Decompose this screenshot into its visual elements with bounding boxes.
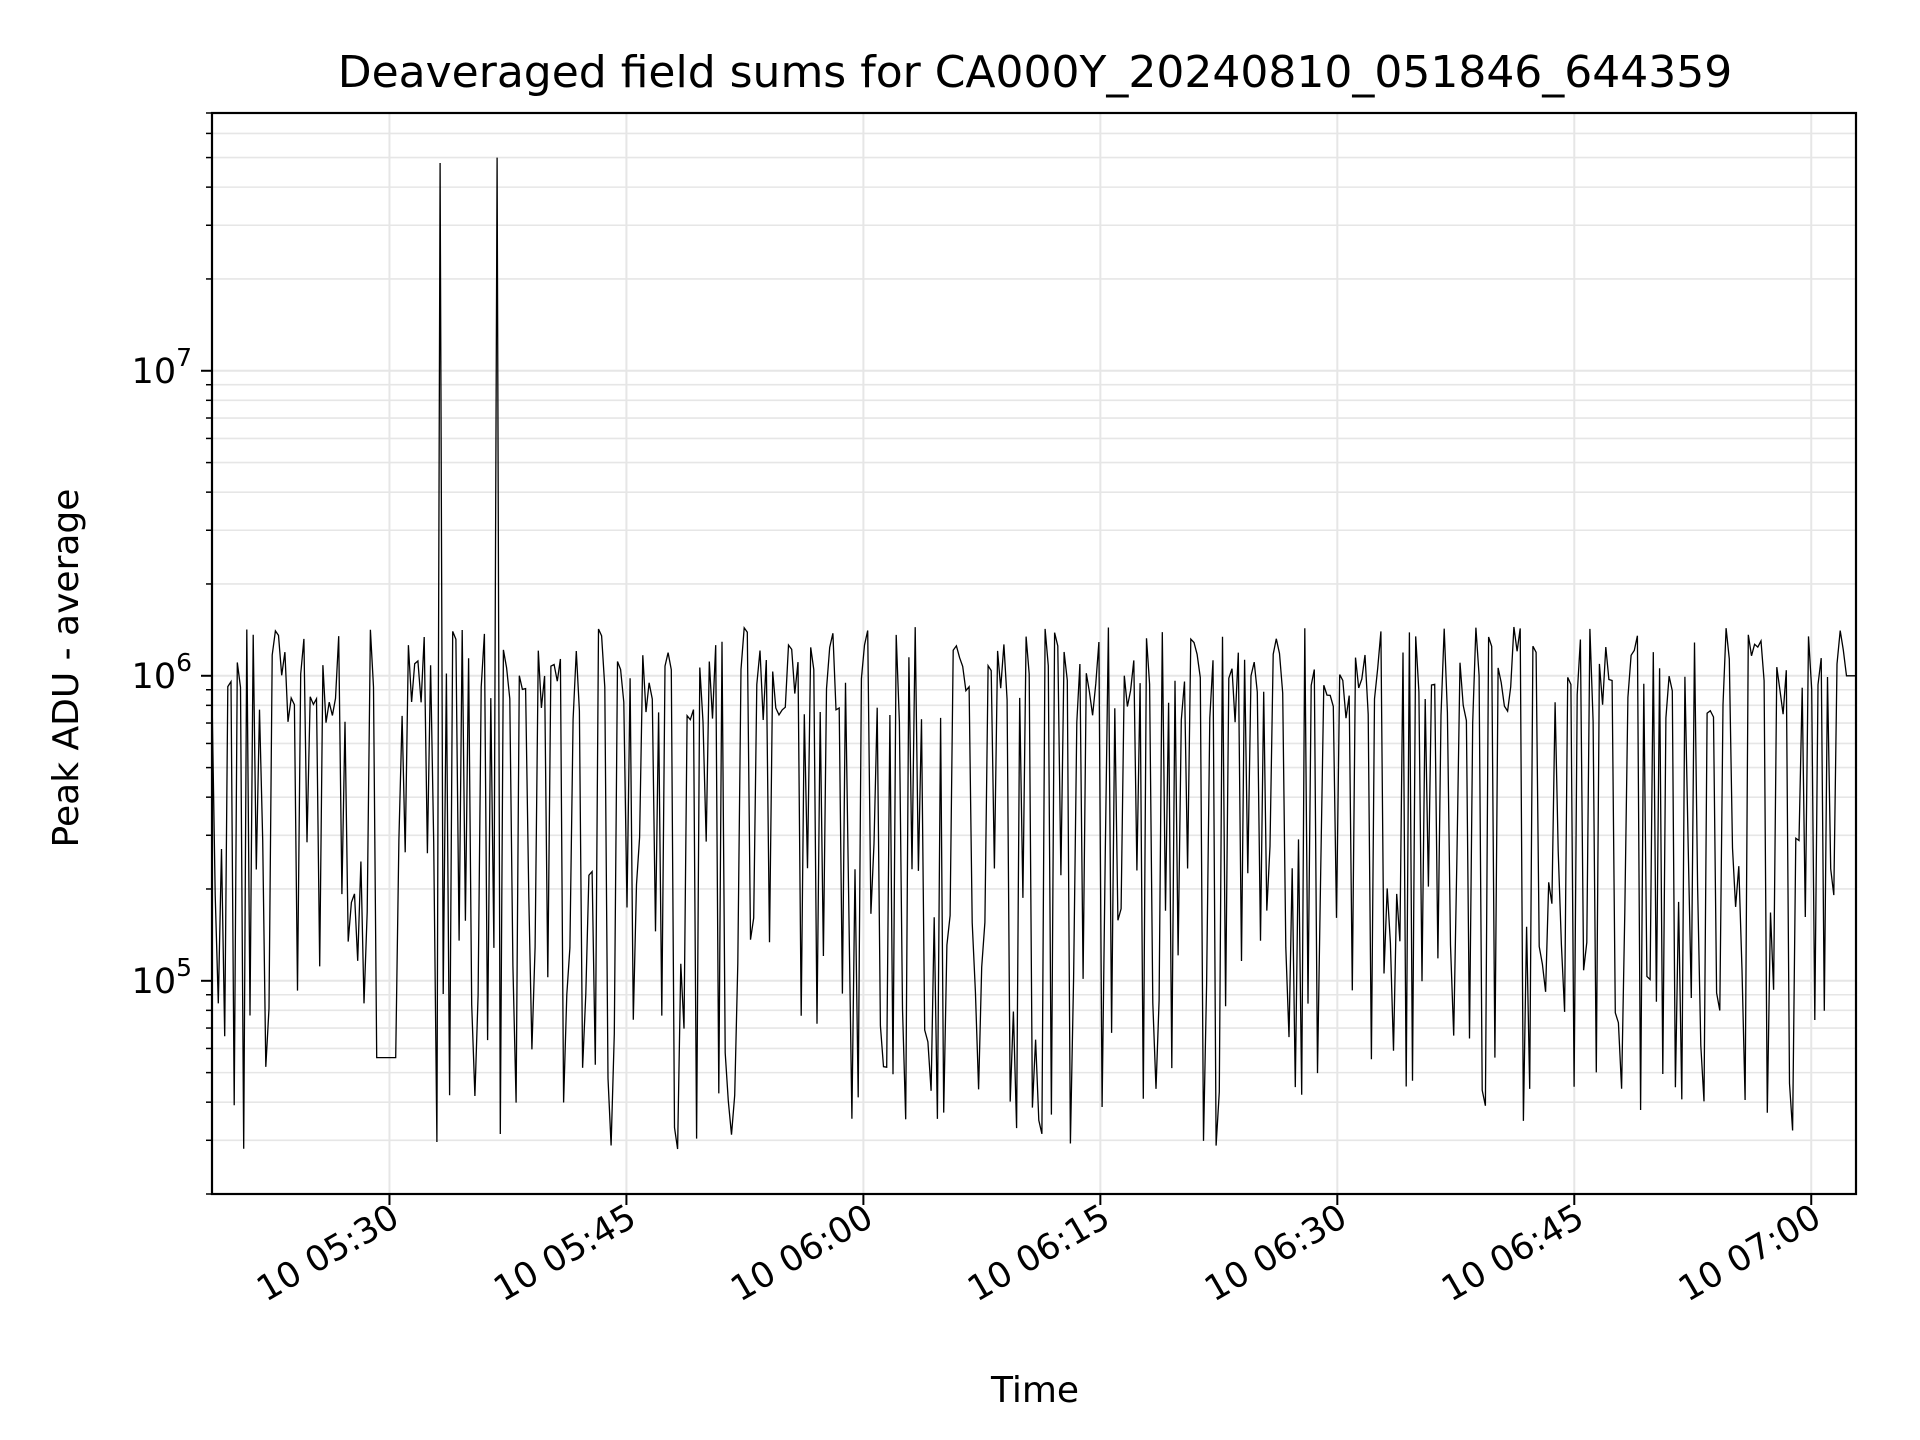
x-axis-label: Time [990,1370,1079,1411]
y-tick-label: 105 [132,953,192,1002]
chart-title: Deaveraged field sums for CA000Y_2024081… [338,47,1733,98]
y-axis-label: Peak ADU - average [46,489,87,848]
series-line [211,157,1856,1150]
series-layer [211,157,1856,1150]
y-tick-label: 107 [132,343,192,392]
axis-ticks [201,112,1813,1205]
plot-frame [210,111,1858,1196]
y-tick-label: 106 [132,648,192,697]
